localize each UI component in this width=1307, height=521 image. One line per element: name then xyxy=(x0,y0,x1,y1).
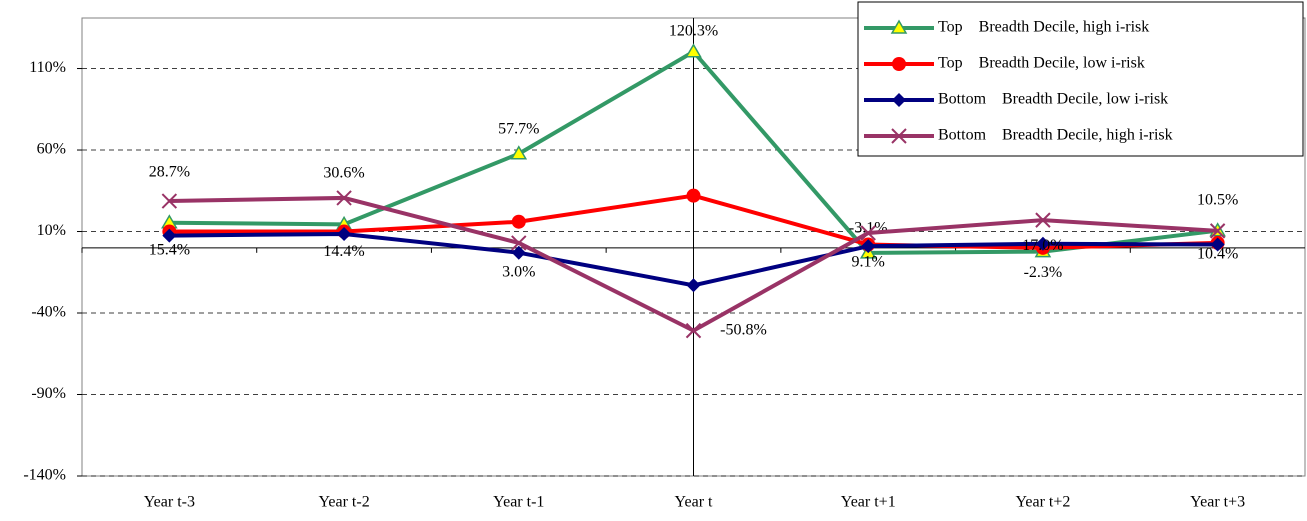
marker xyxy=(337,226,352,241)
marker xyxy=(336,190,352,206)
x-tick-label: Year t-1 xyxy=(493,494,544,511)
legend-label: Top Breadth Decile, high i-risk xyxy=(938,19,1149,36)
data-label: 17.0% xyxy=(1022,237,1063,254)
marker-x xyxy=(891,128,907,144)
marker xyxy=(890,19,908,34)
marker-x xyxy=(336,190,352,206)
data-label: 57.7% xyxy=(498,120,539,137)
y-tick-label: 110% xyxy=(29,59,66,76)
data-label: 14.4% xyxy=(323,243,364,260)
marker xyxy=(861,239,876,254)
marker xyxy=(1035,236,1050,251)
marker xyxy=(686,278,701,293)
marker-x xyxy=(685,322,702,339)
marker xyxy=(511,235,527,251)
marker xyxy=(162,228,177,243)
x-tick-label: Year t+1 xyxy=(841,494,896,511)
x-tick-label: Year t xyxy=(675,494,713,511)
marker xyxy=(891,128,907,144)
legend-label: Bottom Breadth Decile, high i-risk xyxy=(938,127,1173,144)
marker-x xyxy=(1209,223,1226,239)
marker xyxy=(686,188,701,203)
data-label: 10.5% xyxy=(1197,191,1238,208)
x-tick-label: Year t-3 xyxy=(144,494,195,511)
y-tick-label: 10% xyxy=(37,222,66,239)
marker-x xyxy=(161,193,178,209)
marker-x xyxy=(511,235,527,251)
data-label: 28.7% xyxy=(149,164,190,181)
x-tick-label: Year t-2 xyxy=(318,494,369,511)
marker xyxy=(1035,212,1051,228)
y-tick-label: -140% xyxy=(23,467,66,484)
data-label: -2.3% xyxy=(1024,264,1063,281)
x-tick-label: Year t+3 xyxy=(1190,494,1245,511)
marker xyxy=(685,322,702,339)
marker xyxy=(161,193,178,209)
marker xyxy=(892,93,906,107)
data-label: 30.6% xyxy=(323,165,364,182)
marker xyxy=(892,57,906,71)
x-tick-label: Year t+2 xyxy=(1015,494,1070,511)
data-label: 10.4% xyxy=(1197,246,1238,263)
legend: Top Breadth Decile, high i-risk Top Bread… xyxy=(857,1,1304,157)
marker-x xyxy=(860,225,876,241)
data-label: 120.3% xyxy=(669,22,718,39)
marker xyxy=(1210,237,1225,252)
legend-label: Bottom Breadth Decile, low i-risk xyxy=(938,91,1168,108)
marker xyxy=(685,43,702,58)
marker xyxy=(510,145,528,160)
y-tick-label: -40% xyxy=(31,304,66,321)
data-label: -50.8% xyxy=(720,321,767,338)
legend-label: Top Breadth Decile, low i-risk xyxy=(938,55,1145,72)
data-label: 3.0% xyxy=(502,264,535,281)
marker xyxy=(860,225,876,241)
data-label: 9.1% xyxy=(852,254,885,271)
marker xyxy=(1209,223,1226,239)
y-tick-label: 60% xyxy=(37,141,66,158)
marker xyxy=(511,214,526,229)
data-label: 15.4% xyxy=(149,241,190,258)
marker xyxy=(511,245,526,260)
y-tick-label: -90% xyxy=(31,385,66,402)
marker-x xyxy=(1035,212,1051,228)
